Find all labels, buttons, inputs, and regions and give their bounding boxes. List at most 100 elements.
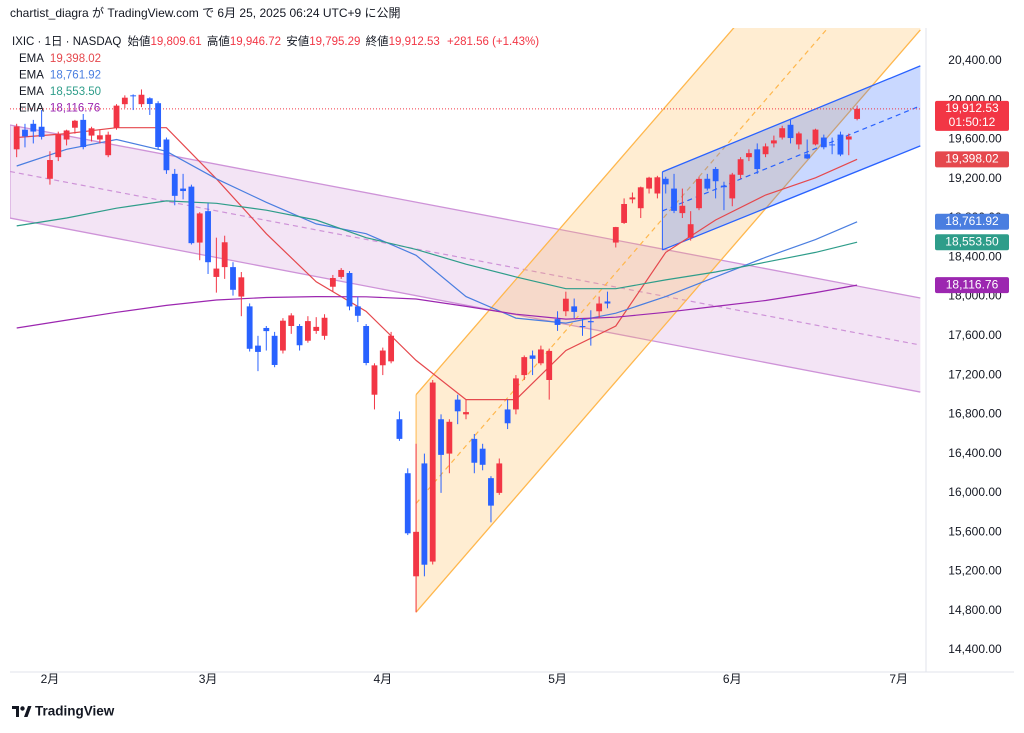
candle-body [704, 178, 711, 189]
y-tick-label: 19,600.00 [948, 132, 1002, 146]
candle-body [55, 134, 62, 158]
countdown-label: 01:50:12 [949, 115, 996, 129]
ohlc-value: 19,946.72 [230, 36, 281, 48]
symbol: IXIC · 1日 · NASDAQ [12, 36, 121, 48]
candle-body [71, 120, 78, 128]
candle-body [413, 531, 419, 577]
legend-name: EMA [19, 53, 44, 65]
candle-body [446, 421, 453, 454]
candle-body [787, 124, 794, 139]
candle-body [404, 473, 411, 534]
candle-body [421, 463, 428, 565]
candle-body [155, 103, 162, 147]
candle-body [779, 128, 786, 138]
candle-body [271, 335, 278, 365]
candle-body [587, 321, 594, 323]
candle-body [662, 178, 669, 185]
footer-logo [12, 706, 32, 717]
candle-body [621, 203, 628, 223]
price-badge [935, 213, 1009, 230]
channel-lower [662, 145, 921, 251]
candle-body [629, 197, 636, 200]
legend-name: EMA [19, 86, 44, 98]
candle-body [63, 130, 70, 140]
candle-body [180, 188, 186, 192]
ohlc-value: 19,795.29 [309, 36, 360, 48]
candle-body [363, 326, 370, 364]
candle-body [504, 409, 511, 424]
candle-body [746, 153, 752, 158]
candle-body [138, 94, 145, 105]
candle-body [304, 321, 311, 341]
y-tick-label: 14,400.00 [948, 642, 1002, 656]
candle-body [255, 345, 261, 352]
candle-body [47, 160, 53, 179]
candle-body [30, 123, 37, 132]
candle-body [546, 350, 553, 380]
candle-body [646, 177, 652, 189]
candle-body [38, 126, 45, 137]
y-tick-label: 14,800.00 [948, 603, 1002, 617]
candle-body [388, 335, 395, 362]
candle-body [554, 319, 561, 325]
candle-body [346, 272, 353, 307]
candle-body [770, 140, 777, 144]
x-tick-label: 7月 [889, 672, 908, 686]
candle-body [571, 306, 578, 312]
candle-body [13, 126, 20, 150]
y-tick-label: 18,400.00 [948, 249, 1002, 263]
ohlc-value: 19,809.61 [150, 36, 201, 48]
candle-body [321, 317, 328, 336]
y-tick-label: 20,400.00 [948, 53, 1002, 67]
candle-body [171, 173, 178, 196]
candle-body [737, 159, 744, 175]
candle-body [795, 133, 802, 145]
candle-body [562, 298, 569, 312]
candle-body [438, 419, 444, 455]
channel-upper [662, 65, 921, 173]
price-badge-label: 18,553.50 [945, 234, 999, 248]
candle-body [205, 211, 211, 263]
ohlc-name: 始値 [127, 34, 150, 48]
legend: IXIC · 1日 · NASDAQ 始値19,809.61 高値19,946.… [12, 34, 539, 115]
candle-body [113, 105, 120, 128]
candle-body [22, 129, 28, 137]
channel-median [415, 28, 829, 504]
x-tick-label: 6月 [723, 672, 742, 686]
candle-body [712, 168, 719, 182]
ema-line [16, 200, 858, 290]
candle-body [429, 382, 436, 562]
candle-body [121, 97, 128, 105]
ema-line [16, 284, 858, 329]
candle-body [820, 137, 827, 148]
candle-body [471, 438, 478, 463]
candle-body [396, 419, 403, 439]
candle-body [488, 478, 494, 506]
legend-value: 19,398.02 [50, 53, 101, 65]
candle-body [230, 267, 236, 290]
candle-body [454, 399, 461, 412]
plot-area [10, 28, 922, 613]
price-badge-label: 18,761.92 [945, 214, 999, 228]
y-tick-label: 15,600.00 [948, 524, 1002, 538]
legend-name: EMA [19, 70, 44, 82]
legend-entry: EMA 18,761.92 [19, 70, 101, 82]
ema-line [16, 138, 858, 324]
price-badge-label: 19,398.02 [945, 152, 999, 166]
legend-entry: EMA 19,398.02 [19, 53, 101, 65]
candle-body [604, 301, 611, 304]
candle-body [854, 108, 861, 119]
price-badge [935, 100, 1009, 131]
channel-lower [415, 29, 921, 613]
channel-median [662, 105, 921, 212]
publish-line: chartist_diagra が TradingView.com で 6月 2… [10, 5, 401, 20]
y-tick-label: 17,600.00 [948, 328, 1002, 342]
candle-body [130, 95, 137, 97]
candle-body [521, 357, 528, 376]
ohlc-header: IXIC · 1日 · NASDAQ 始値19,809.61 高値19,946.… [12, 34, 539, 48]
candle-body [329, 278, 336, 287]
y-tick-label: 16,800.00 [948, 407, 1002, 421]
